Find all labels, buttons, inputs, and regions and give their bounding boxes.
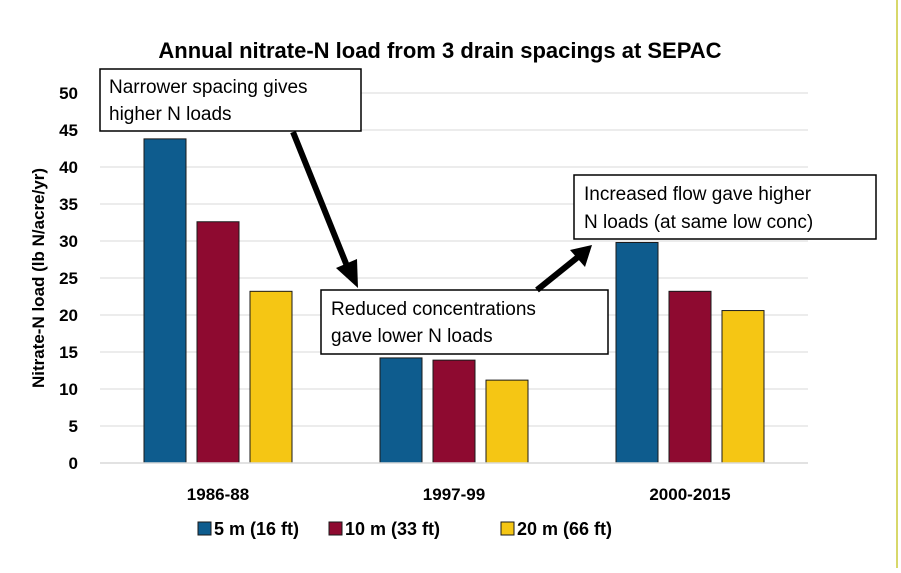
legend-label: 5 m (16 ft): [214, 519, 299, 539]
y-tick-label: 45: [59, 121, 78, 140]
annotation-box: [320, 289, 609, 355]
y-tick-label: 20: [59, 306, 78, 325]
bar-1997-99-5m: [379, 357, 423, 464]
annotation-line: higher N loads: [109, 104, 232, 125]
bar-1997-99-20m: [485, 379, 529, 464]
arrow-head: [570, 245, 592, 267]
annotation-line: N loads (at same low conc): [584, 212, 813, 233]
legend-swatch: [197, 521, 212, 536]
bar-1986-88-20m: [249, 290, 293, 464]
bar-1997-99-10m: [432, 359, 476, 464]
bar-2000-2015-5m: [615, 241, 659, 464]
annotation-line: Narrower spacing gives: [109, 77, 308, 98]
bar-1986-88-10m: [196, 221, 240, 464]
arrow-shaft: [290, 130, 350, 268]
x-axis-categories: 1986-88 1997-99 2000-2015: [187, 485, 731, 504]
arrow-head: [336, 259, 358, 288]
y-axis-label: Nitrate-N load (lb N/acre/yr): [29, 168, 48, 388]
bar-2000-2015-20m: [721, 310, 765, 464]
x-category-label: 1997-99: [423, 485, 485, 504]
bar-1986-88-5m: [143, 138, 187, 464]
y-tick-label: 35: [59, 195, 78, 214]
y-tick-label: 15: [59, 343, 78, 362]
bars: [143, 138, 765, 464]
annotation-reduced-concentrations: Reduced concentrations gave lower N load…: [320, 289, 609, 355]
y-tick-label: 50: [59, 84, 78, 103]
annotation-box: [99, 68, 362, 132]
y-tick-label: 25: [59, 269, 78, 288]
y-tick-label: 30: [59, 232, 78, 251]
legend-swatch: [500, 521, 515, 536]
arrow-up-to-increased: [535, 245, 592, 293]
legend-label: 20 m (66 ft): [517, 519, 612, 539]
y-tick-label: 5: [69, 417, 78, 436]
annotation-narrower-spacing: Narrower spacing gives higher N loads: [99, 68, 362, 132]
y-axis-ticks: 0 5 10 15 20 25 30 35 40 45 50: [59, 84, 78, 473]
y-tick-label: 10: [59, 380, 78, 399]
y-tick-label: 40: [59, 158, 78, 177]
chart-title: Annual nitrate-N load from 3 drain spaci…: [158, 38, 721, 63]
arrow-down-to-reduced: [290, 130, 358, 288]
bar-2000-2015-10m: [668, 290, 712, 464]
annotation-box: [573, 174, 877, 240]
legend-label: 10 m (33 ft): [345, 519, 440, 539]
x-category-label: 2000-2015: [649, 485, 730, 504]
annotation-line: Increased flow gave higher: [584, 184, 812, 205]
annotation-increased-flow: Increased flow gave higher N loads (at s…: [573, 174, 877, 240]
x-category-label: 1986-88: [187, 485, 249, 504]
annotation-line: gave lower N loads: [331, 326, 493, 347]
annotation-line: Reduced concentrations: [331, 299, 536, 320]
y-tick-label: 0: [69, 454, 78, 473]
arrow-shaft: [535, 254, 580, 293]
legend-swatch: [328, 521, 343, 536]
legend: 5 m (16 ft) 10 m (33 ft) 20 m (66 ft): [197, 519, 612, 539]
